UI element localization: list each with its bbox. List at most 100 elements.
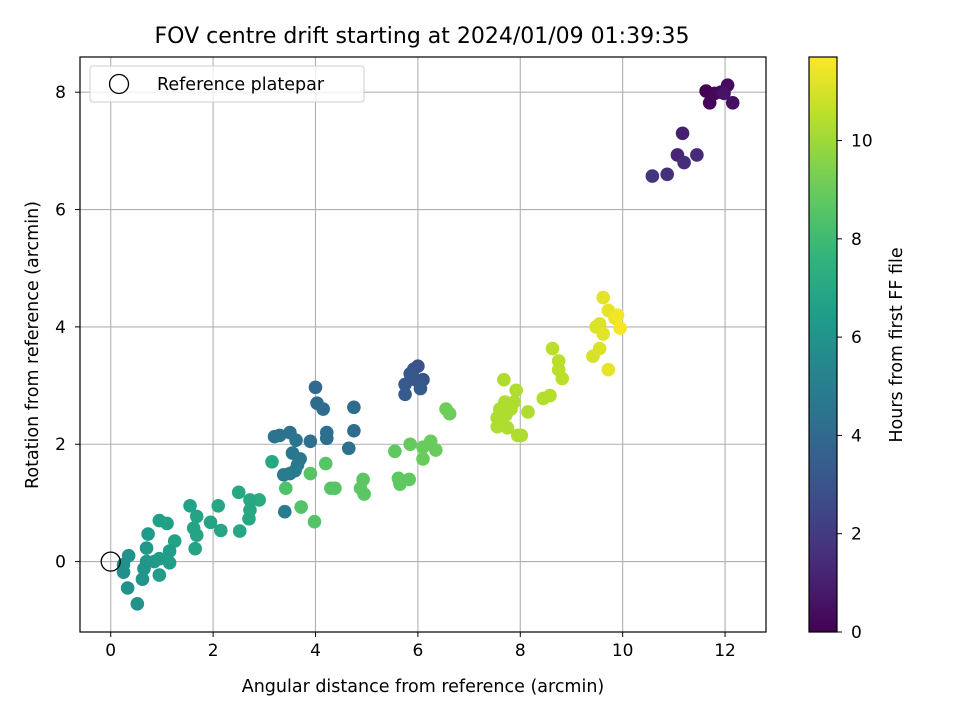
scatter-point: [307, 514, 322, 529]
scatter-point: [152, 568, 167, 582]
colorbar: 0 2 4 6 8 10 Hours from first FF file: [808, 56, 907, 643]
scatter-point: [677, 155, 691, 170]
scatter-point: [130, 597, 145, 611]
scatter-point: [328, 481, 342, 496]
legend-box: [89, 65, 365, 103]
grid-lines: [80, 57, 766, 632]
scatter-point: [402, 472, 416, 487]
scatter-point: [189, 528, 204, 542]
scatter-point: [294, 500, 308, 514]
scatter-point: [265, 455, 279, 469]
scatter-points: [116, 78, 740, 611]
scatter-point: [152, 513, 167, 528]
scatter-point: [725, 95, 740, 110]
scatter-point: [162, 555, 177, 570]
legend-marker-icon: [108, 73, 130, 95]
scatter-point: [357, 487, 371, 501]
colorbar-tick-label: 2: [851, 525, 862, 545]
scatter-point: [318, 456, 333, 471]
scatter-point: [289, 433, 303, 447]
colorbar-label: Hours from first FF file: [887, 247, 907, 442]
reference-platepar-point: [100, 551, 121, 572]
scatter-point: [717, 86, 731, 101]
scatter-point: [267, 429, 282, 444]
scatter-point: [279, 481, 293, 496]
scatter-point: [660, 167, 674, 182]
scatter-point: [509, 383, 523, 398]
scatter-point: [416, 452, 430, 466]
scatter-point: [388, 444, 402, 459]
scatter-point: [189, 509, 204, 524]
scatter-point: [555, 371, 570, 386]
scatter-point: [675, 126, 690, 141]
y-tick-label: 2: [55, 435, 66, 455]
scatter-point: [116, 565, 131, 579]
scatter-point: [521, 405, 535, 419]
scatter-point: [183, 499, 197, 513]
scatter-point: [203, 515, 218, 530]
scatter-point: [341, 441, 356, 456]
scatter-point: [690, 148, 704, 162]
scatter-point: [613, 321, 627, 335]
x-tick-label: 6: [412, 641, 423, 661]
legend: Reference platepar: [89, 65, 365, 103]
axis-ticks: 0 2 4 6 8 10 12 0 2 4 6 8: [55, 83, 736, 661]
y-axis-label: Rotation from reference (arcmin): [23, 201, 43, 489]
x-tick-label: 2: [208, 641, 219, 661]
legend-label: Reference platepar: [157, 75, 325, 95]
y-tick-label: 8: [55, 83, 66, 103]
colorbar-tick-label: 0: [851, 623, 862, 643]
scatter-point: [303, 466, 318, 481]
x-tick-label: 12: [714, 641, 736, 661]
scatter-point: [442, 406, 457, 421]
colorbar-tick-label: 10: [851, 132, 873, 152]
scatter-point: [398, 377, 412, 392]
x-axis-label: Angular distance from reference (arcmin): [242, 677, 605, 697]
scatter-point: [276, 467, 291, 482]
scatter-point: [610, 308, 625, 322]
scatter-point: [596, 290, 611, 305]
scatter-point: [398, 387, 412, 402]
scatter-point: [645, 169, 660, 183]
scatter-point: [500, 421, 515, 435]
scatter-point: [213, 523, 228, 538]
x-tick-label: 4: [310, 641, 321, 661]
scatter-point: [139, 541, 154, 555]
scatter-point: [242, 511, 256, 526]
scatter-point: [277, 504, 292, 519]
scatter-point: [162, 544, 177, 558]
scatter-point: [592, 341, 607, 356]
scatter-point: [319, 431, 334, 446]
scatter-point: [135, 572, 150, 586]
colorbar-gradient: [809, 57, 837, 632]
colorbar-tick-label: 4: [851, 426, 862, 446]
scatter-point: [243, 493, 257, 507]
scatter-point: [137, 561, 151, 576]
scatter-point: [303, 434, 318, 449]
reference-marker: [100, 551, 121, 572]
scatter-point: [188, 541, 202, 556]
scatter-point: [120, 581, 135, 595]
scatter-point: [596, 327, 611, 341]
y-tick-label: 0: [55, 553, 66, 573]
scatter-point: [497, 372, 511, 387]
y-tick-label: 6: [55, 201, 66, 221]
colorbar-frame: [808, 56, 838, 633]
scatter-point: [141, 527, 155, 541]
scatter-point: [316, 402, 330, 416]
x-tick-label: 0: [105, 641, 116, 661]
scatter-point: [514, 428, 529, 443]
colorbar-tick-label: 6: [851, 328, 862, 348]
colorbar-ticks: 0 2 4 6 8 10: [837, 132, 873, 643]
scatter-point: [232, 524, 247, 538]
chart-title: FOV centre drift starting at 2024/01/09 …: [155, 24, 690, 49]
scatter-point: [347, 400, 361, 415]
scatter-point: [347, 423, 361, 438]
y-tick-label: 4: [55, 318, 66, 338]
scatter-point: [403, 437, 418, 452]
scatter-point: [231, 485, 246, 500]
scatter-point: [601, 362, 616, 377]
plot-frame: [79, 56, 767, 633]
